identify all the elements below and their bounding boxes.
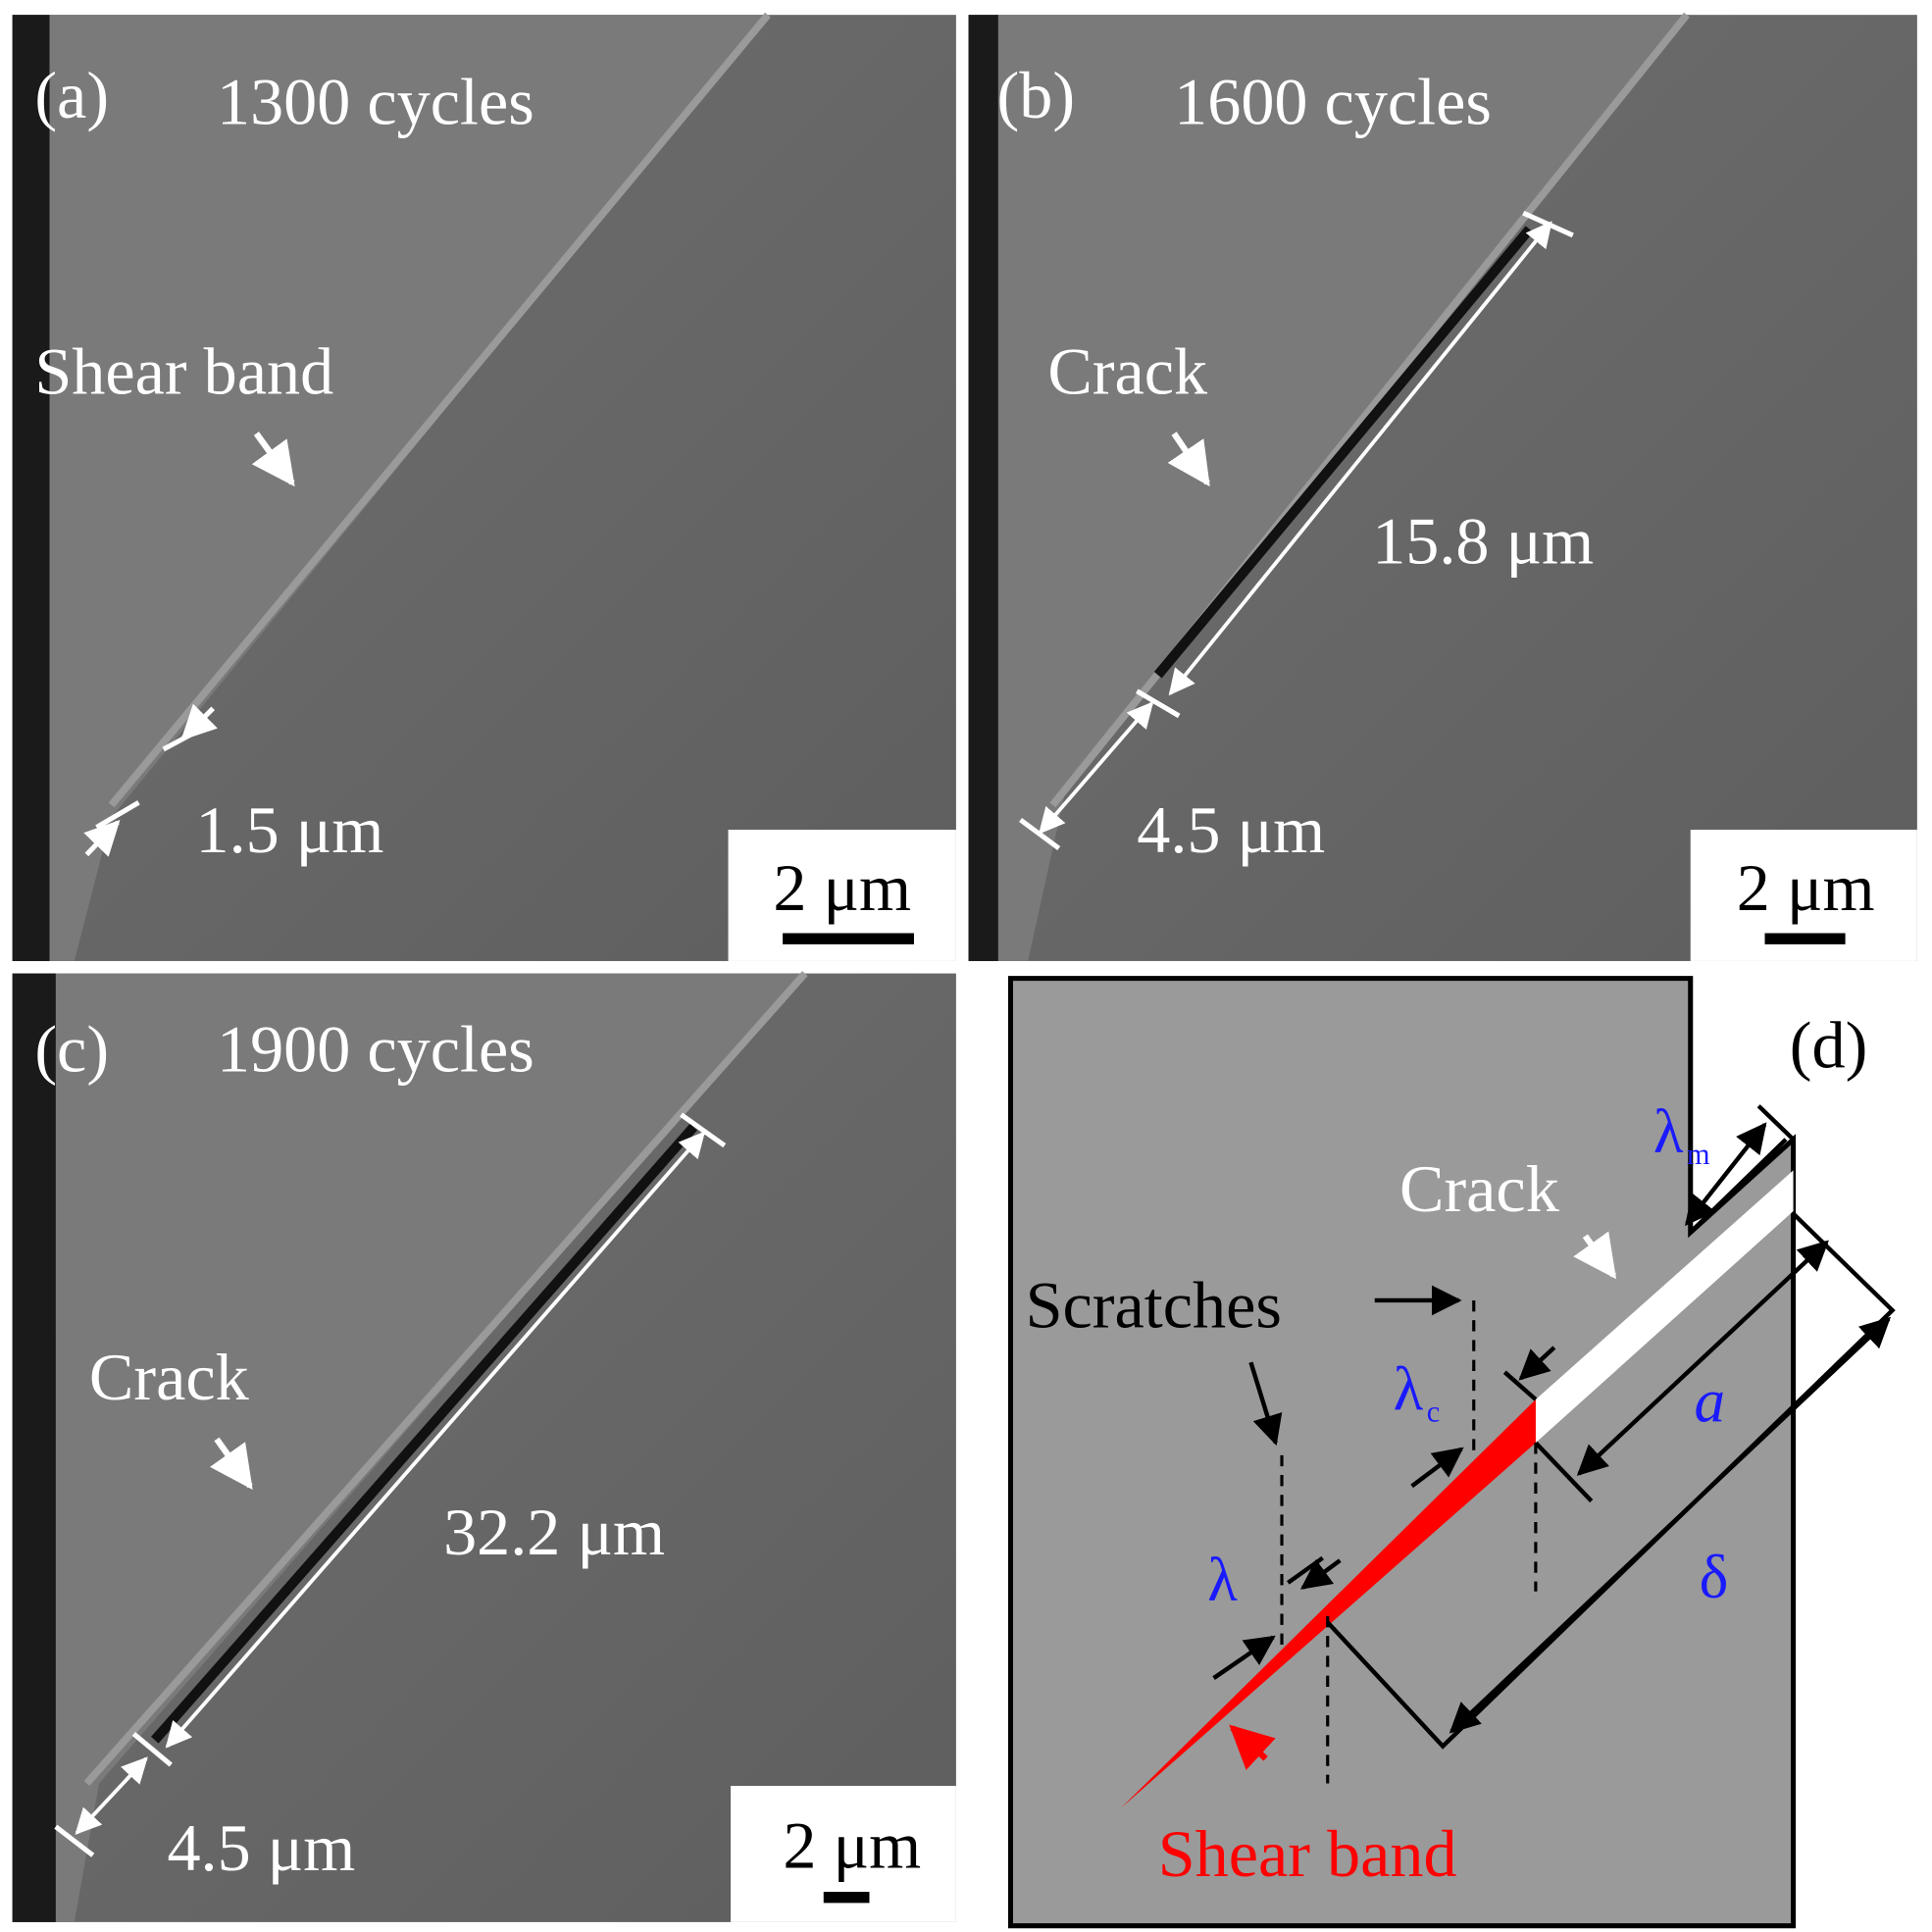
panel-d: (d) Crack Scratches Shear band λ λ c λ m…	[1007, 976, 1896, 1929]
subscript: m	[1687, 1138, 1710, 1171]
width-arrow	[75, 1756, 148, 1835]
lambda-c-arrow	[1518, 1346, 1556, 1381]
feature-label: Crack	[89, 1340, 250, 1414]
lambda-c-arrow	[1410, 1447, 1464, 1489]
width-label: 4.5 μm	[167, 1810, 355, 1885]
panel-label: (b)	[997, 58, 1076, 132]
feature-label: Crack	[1047, 334, 1208, 409]
edge	[12, 15, 50, 961]
a-arrow	[1576, 1240, 1829, 1476]
tick	[54, 1824, 95, 1857]
lambda-arrow	[1299, 1558, 1342, 1590]
arrow	[83, 819, 121, 857]
panel-label: (d)	[1790, 1008, 1868, 1083]
tick	[1019, 817, 1061, 851]
width-label: 1.5 μm	[196, 792, 384, 867]
lambda-label: λ	[1207, 1546, 1238, 1614]
panel-title: 1300 cycles	[217, 64, 534, 138]
length-arrow	[165, 1131, 706, 1749]
a-label: a	[1695, 1367, 1726, 1436]
crack-arrow	[1573, 1231, 1617, 1280]
tick	[131, 1732, 173, 1767]
edge	[968, 15, 998, 961]
panel-c: (c) 1900 cycles Crack 32.2 μm 4.5 μm 2 μ…	[12, 971, 956, 1922]
scale-label: 2 μm	[783, 1807, 921, 1882]
width-label: 4.5 μm	[1137, 792, 1325, 867]
edge	[12, 973, 56, 1922]
scale-label: 2 μm	[773, 850, 911, 925]
a-extension	[1534, 1441, 1594, 1503]
m-ext	[1756, 1104, 1796, 1142]
length-arrow	[1168, 221, 1552, 696]
panel-label: (c)	[34, 1011, 109, 1086]
shear-region	[49, 15, 768, 961]
panel-title: 1600 cycles	[1174, 64, 1492, 138]
scratches-label: Scratches	[1026, 1268, 1282, 1343]
length-label: 32.2 μm	[443, 1495, 665, 1569]
lambda-m-arrow	[1685, 1122, 1767, 1227]
tick	[1522, 210, 1574, 238]
width-arrow	[1039, 701, 1154, 835]
subscript: c	[1427, 1396, 1440, 1429]
tick	[1135, 688, 1181, 719]
panel-b: (b) 1600 cycles Crack 15.8 μm 4.5 μm 2 μ…	[968, 12, 1917, 961]
crack-label: Crack	[1399, 1151, 1560, 1226]
tick	[680, 1112, 727, 1148]
delta-label: δ	[1700, 1543, 1729, 1611]
arrow	[180, 703, 218, 741]
feature-label: Shear band	[34, 334, 333, 409]
panel-title: 1900 cycles	[217, 1011, 534, 1086]
scale-label: 2 μm	[1737, 850, 1875, 925]
lambda-c-label: λ	[1394, 1354, 1424, 1423]
lambda-m-label: λ	[1653, 1096, 1684, 1165]
lambda-arrow	[1212, 1635, 1276, 1680]
tick	[1502, 1370, 1538, 1401]
panel-label: (a)	[34, 58, 109, 132]
shear-band	[108, 12, 771, 808]
shear-band-label: Shear band	[1158, 1816, 1457, 1891]
arrow	[251, 432, 295, 487]
panel-a: (a) 1300 cycles Shear band 1.5 μm 2 μm	[12, 12, 956, 961]
shear-arrow	[1229, 1724, 1276, 1770]
scratch-arrow	[1248, 1361, 1283, 1447]
length-label: 15.8 μm	[1372, 504, 1594, 579]
